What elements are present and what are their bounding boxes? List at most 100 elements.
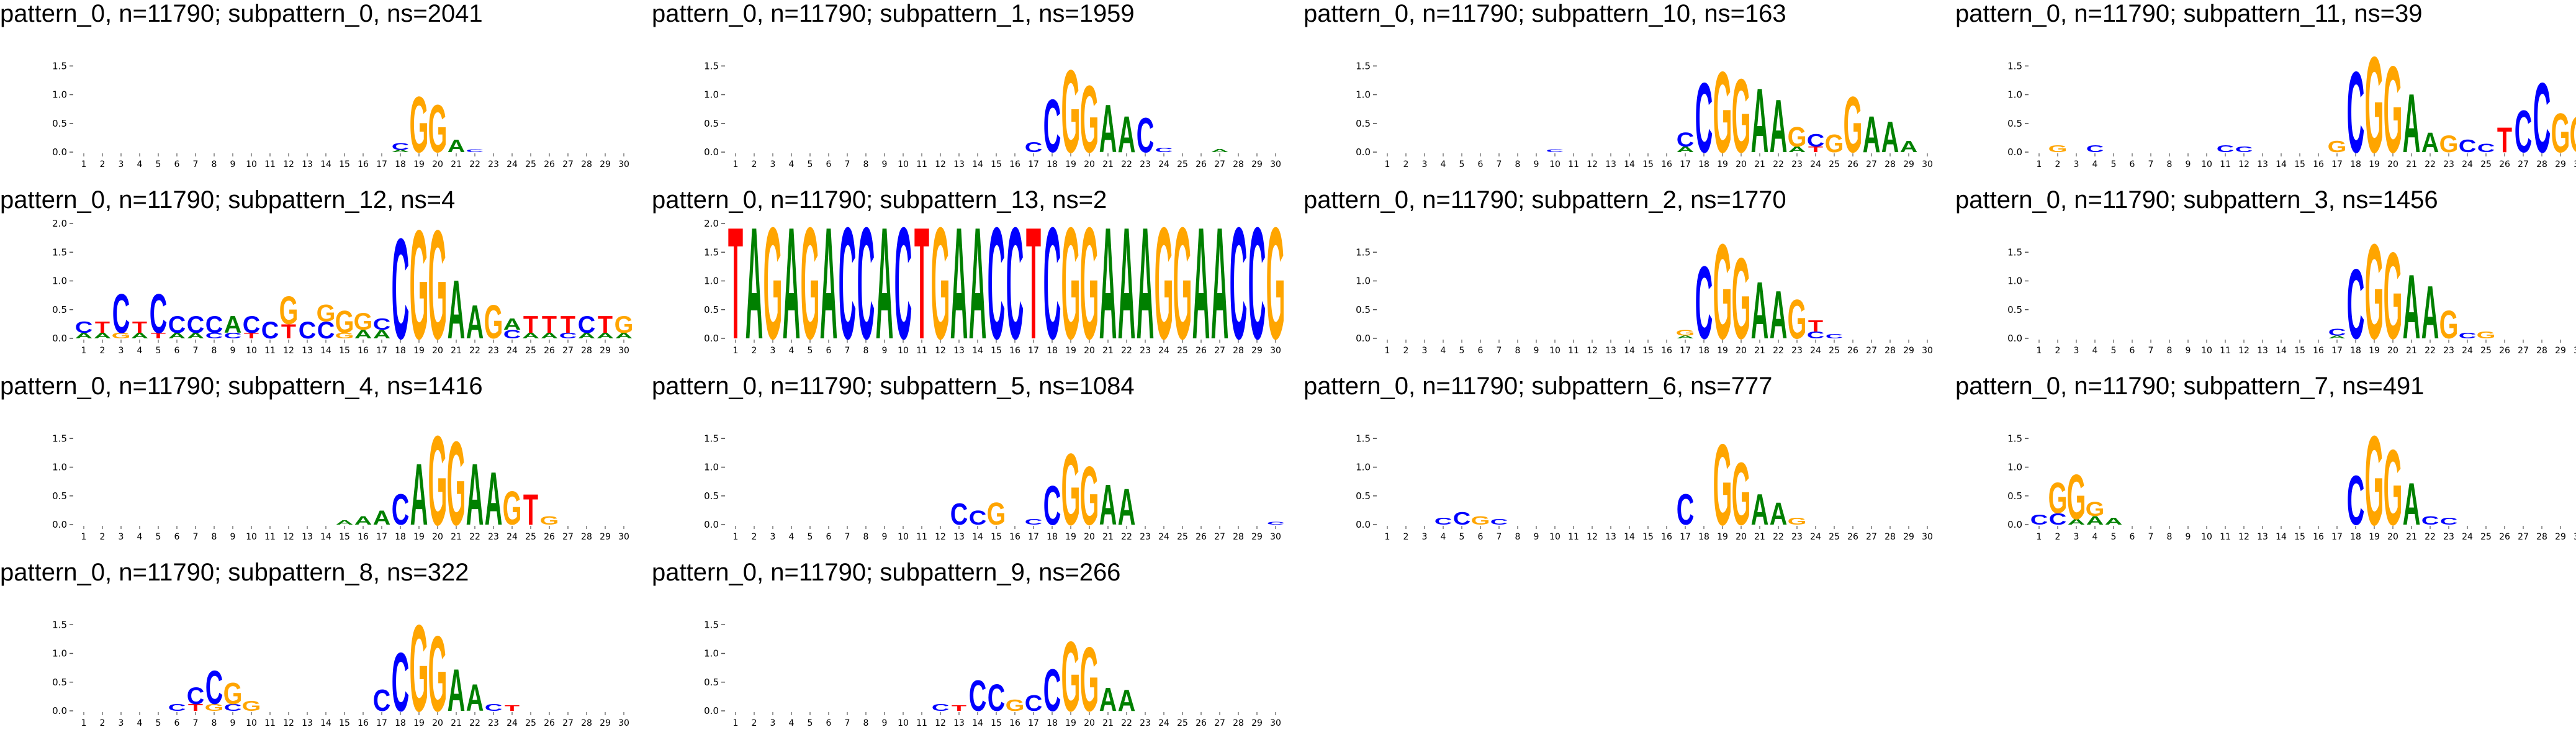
logo-letter-G: G xyxy=(1061,433,1081,547)
logo-panel: pattern_0, n=11790; subpattern_12, ns=4 0… xyxy=(0,186,652,372)
x-tick-label: 10 xyxy=(246,160,257,169)
logo-letter-G: G xyxy=(2086,498,2105,521)
x-tick-label: 22 xyxy=(469,346,480,356)
x-tick-label: 14 xyxy=(320,718,331,728)
logo-letter-G: G xyxy=(335,304,354,340)
x-tick-label: 5 xyxy=(156,160,161,169)
logo-letter-T: T xyxy=(281,320,296,343)
logo-letter-G: G xyxy=(242,698,261,714)
logo-letter-A: A xyxy=(1118,194,1136,372)
x-tick-label: 26 xyxy=(1847,346,1858,356)
x-tick-label: 15 xyxy=(2294,532,2305,542)
x-tick-label: 2 xyxy=(752,718,757,728)
logo-letter-G: G xyxy=(1788,517,1807,527)
x-tick-label: 3 xyxy=(2074,346,2079,356)
logo-letter-C: C xyxy=(392,636,410,729)
logo-letter-C: C xyxy=(243,312,261,338)
logo-letter-A: A xyxy=(1788,145,1806,154)
x-tick-label: 6 xyxy=(174,160,180,169)
x-tick-label: 29 xyxy=(1903,160,1914,169)
x-tick-label: 28 xyxy=(1233,346,1244,356)
x-tick-label: 24 xyxy=(1810,160,1821,169)
x-tick-label: 2 xyxy=(2055,160,2061,169)
logo-letter-G: G xyxy=(428,613,448,734)
x-tick-label: 19 xyxy=(2369,346,2380,356)
logo-panel: pattern_0, n=11790; subpattern_4, ns=141… xyxy=(0,372,652,559)
logo-letter-G: G xyxy=(1732,58,1751,176)
y-tick-label: 1.5 xyxy=(2007,60,2022,71)
y-tick-label: 0.5 xyxy=(2007,304,2022,315)
x-tick-label: 17 xyxy=(376,718,387,728)
logo-letter-A: A xyxy=(2328,335,2346,339)
x-tick-label: 13 xyxy=(1605,346,1616,356)
logo-letter-G: G xyxy=(2048,144,2068,155)
logo-letter-A: A xyxy=(1099,194,1117,372)
logo-plot: 0.00.51.01.51 2 3 4 5 6 7 8 9 10 11 12 13 14 15 16 17 18 1… xyxy=(704,433,1284,547)
x-tick-label: 5 xyxy=(2111,532,2117,542)
x-tick-label: 2 xyxy=(2055,346,2061,356)
y-tick-label: 0.5 xyxy=(704,304,719,315)
logo-letter-T: T xyxy=(151,332,166,340)
logo-letter-A: A xyxy=(2403,77,2421,171)
logo-letter-C: C xyxy=(1025,139,1043,155)
x-tick-label: 13 xyxy=(953,718,965,728)
x-tick-label: 5 xyxy=(808,160,813,169)
y-tick-label: 0.0 xyxy=(52,333,67,344)
x-tick-label: 10 xyxy=(1549,532,1560,542)
x-tick-label: 20 xyxy=(432,160,443,169)
x-tick-label: 1 xyxy=(2037,532,2042,542)
logo-letter-T: T xyxy=(95,318,110,336)
logo-plot: 0.00.51.01.51 2 3 4 5 6 7 8 9 10 11 12 13 14 15 16 17 18 1… xyxy=(1356,217,1933,368)
x-tick-label: 3 xyxy=(119,346,124,356)
y-tick-label: 1.0 xyxy=(2007,89,2022,101)
logo-plot: 0.00.51.01.51 2 3 4 5 6 7 8 9 10 11 12 13 14 15 16 17 18 1… xyxy=(2007,217,2576,368)
logo-letter-G: G xyxy=(484,296,503,349)
logo-letter-C: C xyxy=(205,332,223,340)
y-tick-label: 0.0 xyxy=(52,705,67,716)
x-tick-label: 18 xyxy=(395,160,406,169)
x-tick-label: 23 xyxy=(1140,718,1151,728)
y-tick-label: 0.0 xyxy=(2007,333,2022,344)
x-tick-label: 17 xyxy=(1028,718,1039,728)
logo-letter-G: G xyxy=(2570,106,2576,163)
x-tick-label: 9 xyxy=(230,532,236,542)
x-tick-label: 3 xyxy=(119,532,124,542)
x-tick-label: 29 xyxy=(600,532,611,542)
logo-letter-A: A xyxy=(1770,84,1788,169)
logo-letter-A: A xyxy=(597,332,615,340)
x-tick-label: 8 xyxy=(212,346,217,356)
x-tick-label: 23 xyxy=(488,532,499,542)
logo-letter-A: A xyxy=(1677,145,1695,154)
logo-panel: pattern_0, n=11790; subpattern_8, ns=322… xyxy=(0,559,652,745)
x-tick-label: 7 xyxy=(2148,346,2154,356)
x-tick-label: 11 xyxy=(2220,160,2231,169)
x-tick-label: 17 xyxy=(376,346,387,356)
x-tick-label: 3 xyxy=(1422,160,1428,169)
logo-letter-A: A xyxy=(1751,485,1769,535)
logo-letter-A: A xyxy=(2403,470,2421,538)
logo-letter-G: G xyxy=(1061,47,1081,178)
logo-letter-C: C xyxy=(1025,518,1043,526)
logo-letter-G: G xyxy=(1788,287,1807,350)
logo-letter-G: G xyxy=(1713,217,1732,368)
x-tick-label: 4 xyxy=(789,160,795,169)
x-tick-label: 24 xyxy=(507,160,518,169)
x-tick-label: 7 xyxy=(845,718,850,728)
logo-letter-T: T xyxy=(1808,145,1823,154)
y-tick-label: 0.5 xyxy=(52,490,67,502)
x-tick-label: 19 xyxy=(1717,160,1728,169)
logo-letter-A: A xyxy=(392,149,410,153)
logo-letter-C: C xyxy=(373,684,391,718)
x-tick-label: 23 xyxy=(1140,532,1151,542)
x-tick-label: 28 xyxy=(2536,160,2547,169)
x-tick-label: 2 xyxy=(100,532,106,542)
x-tick-label: 7 xyxy=(193,718,199,728)
x-tick-label: 21 xyxy=(1754,532,1765,542)
x-tick-label: 28 xyxy=(2536,346,2547,356)
logo-letter-C: C xyxy=(1248,194,1266,372)
x-tick-label: 23 xyxy=(2443,532,2454,542)
x-tick-label: 2 xyxy=(752,160,757,169)
y-tick-label: 1.5 xyxy=(704,246,719,258)
x-tick-label: 21 xyxy=(451,532,462,542)
logo-letter-A: A xyxy=(1881,113,1899,162)
